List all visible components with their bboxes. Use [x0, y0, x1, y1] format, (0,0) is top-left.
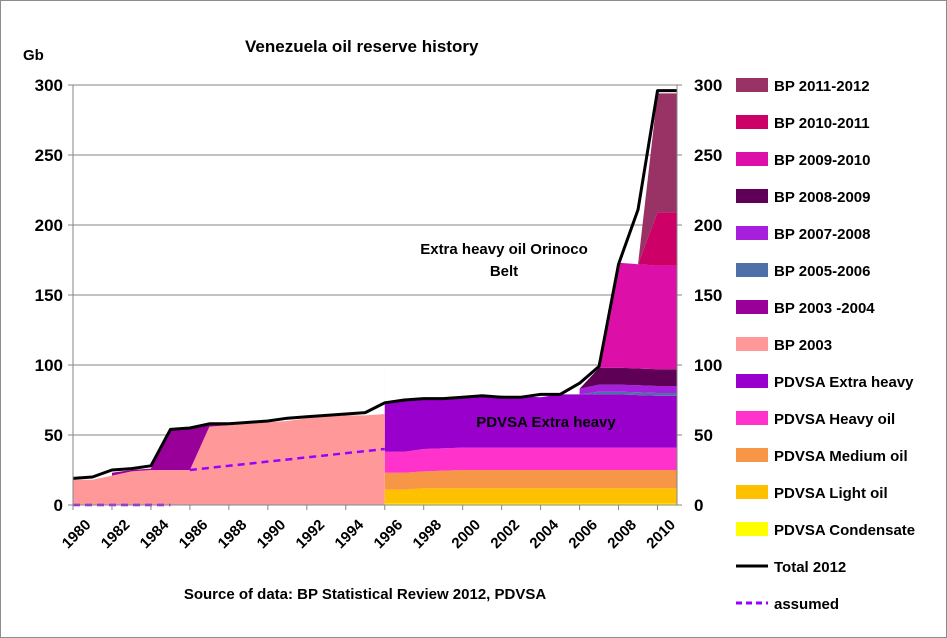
y-tick-label-left: 50: [44, 426, 63, 445]
x-tick-label: 1988: [215, 516, 251, 552]
x-tick-label: 2008: [604, 516, 640, 552]
legend-bp-2003-2004-swatch: [736, 300, 768, 314]
legend-pdvsa-condensate-label: PDVSA Condensate: [774, 522, 915, 539]
y-tick-label-right: 200: [694, 216, 722, 235]
legend-bp-2007-2008-swatch: [736, 226, 768, 240]
legend-bp-2009-2010-label: BP 2009-2010: [774, 152, 870, 169]
x-tick-label: 1994: [332, 516, 368, 552]
legend-pdvsa-condensate-swatch: [736, 522, 768, 536]
legend: BP 2011-2012 BP 2010-2011 BP 2009-2010 BP 2…: [736, 78, 915, 613]
line-assumed: [189, 447, 385, 472]
y-tick-label-right: 0: [694, 496, 703, 515]
x-tick-label: 1990: [254, 516, 290, 552]
legend-bp-2005-2006-swatch: [736, 263, 768, 277]
legend-bp-2008-2009-label: BP 2008-2009: [774, 189, 870, 206]
x-tick-label: 2010: [643, 516, 679, 552]
legend-pdvsa-medium-oil-swatch: [736, 448, 768, 462]
area-pdvsa-light-oil: [73, 488, 677, 505]
x-tick-label: 2006: [565, 516, 601, 552]
x-tick-label: 1986: [176, 516, 212, 552]
legend-pdvsa-heavy-oil-label: PDVSA Heavy oil: [774, 411, 895, 428]
annotation-orinoco-line2: Belt: [490, 263, 518, 280]
y-axis-right: 0 50 100 150 200 250 300: [677, 76, 722, 515]
legend-bp-2003-label: BP 2003: [774, 337, 832, 354]
y-tick-label-right: 150: [694, 286, 722, 305]
y-tick-label-right: 300: [694, 76, 722, 95]
y-tick-label-right: 250: [694, 146, 722, 165]
x-tick-label: 1992: [293, 516, 329, 552]
y-tick-label-right: 50: [694, 426, 713, 445]
legend-pdvsa-heavy-oil-swatch: [736, 411, 768, 425]
y-tick-label-left: 250: [35, 146, 63, 165]
area-pdvsa-extra-heavy: [73, 394, 677, 505]
x-tick-label: 2000: [448, 516, 484, 552]
legend-bp-2008-2009-swatch: [736, 189, 768, 203]
annotation-orinoco-line1: Extra heavy oil Orinoco: [420, 241, 588, 258]
x-tick-label: 1984: [137, 516, 173, 552]
legend-pdvsa-extra-heavy-label: PDVSA Extra heavy: [774, 374, 914, 391]
legend-bp-2011-2012-swatch: [736, 78, 768, 92]
y-axis-label: Gb: [23, 47, 44, 64]
x-tick-label: 1998: [410, 516, 446, 552]
line-total-2012: [72, 89, 677, 480]
legend-pdvsa-light-oil-label: PDVSA Light oil: [774, 485, 888, 502]
chart-title: Venezuela oil reserve history: [245, 37, 479, 56]
source-note: Source of data: BP Statistical Review 20…: [184, 586, 547, 603]
area-pdvsa-heavy-oil: [73, 447, 677, 505]
area-bp-2003: [73, 313, 677, 505]
x-axis: 1980 1982 1984 1986 1988 1990 1992 1994 1996 1998…: [59, 505, 679, 552]
legend-bp-2010-2011-label: BP 2010-2011: [774, 115, 870, 132]
area-pdvsa-medium-oil: [73, 470, 677, 505]
x-tick-label: 2004: [526, 516, 562, 552]
y-axis-left: 0 50 100 150 200 250 300: [35, 76, 73, 515]
legend-bp-2005-2006-label: BP 2005-2006: [774, 263, 870, 280]
y-tick-label-left: 0: [54, 496, 63, 515]
x-tick-label: 1982: [98, 516, 134, 552]
legend-total-2012-label: Total 2012: [774, 559, 846, 576]
legend-assumed-label: assumed: [774, 596, 839, 613]
x-tick-label: 2002: [487, 516, 523, 552]
x-tick-label: 1980: [59, 516, 95, 552]
legend-bp-2010-2011-swatch: [736, 115, 768, 129]
y-tick-label-left: 150: [35, 286, 63, 305]
annotation-extra-heavy: PDVSA Extra heavy: [476, 414, 616, 431]
legend-bp-2003-swatch: [736, 337, 768, 351]
y-tick-label-left: 200: [35, 216, 63, 235]
legend-bp-2003-2004-label: BP 2003 -2004: [774, 300, 875, 317]
legend-pdvsa-extra-heavy-swatch: [736, 374, 768, 388]
legend-pdvsa-light-oil-swatch: [736, 485, 768, 499]
legend-bp-2009-2010-swatch: [736, 152, 768, 166]
legend-bp-2007-2008-label: BP 2007-2008: [774, 226, 870, 243]
y-tick-label-left: 100: [35, 356, 63, 375]
y-tick-label-right: 100: [694, 356, 722, 375]
legend-bp-2011-2012-label: BP 2011-2012: [774, 78, 870, 95]
legend-pdvsa-medium-oil-label: PDVSA Medium oil: [774, 448, 908, 465]
area-bp-2009-2010: [73, 262, 677, 480]
y-tick-label-left: 300: [35, 76, 63, 95]
x-tick-label: 1996: [371, 516, 407, 552]
